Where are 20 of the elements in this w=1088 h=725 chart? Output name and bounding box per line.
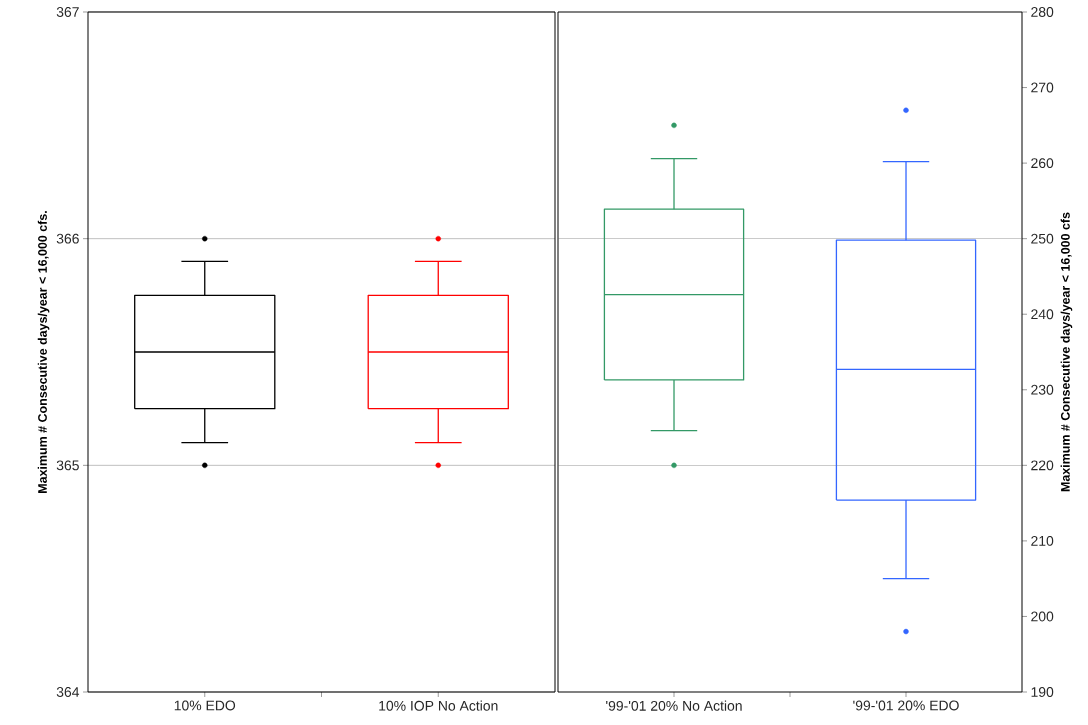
x-tick-label: 10% IOP No Action xyxy=(379,700,498,711)
x-tick-label: '99-'01 20% No Action xyxy=(606,700,742,711)
y2-tick-label: 230 xyxy=(1031,384,1054,395)
x-tick-label: '99-'01 20% EDO xyxy=(853,700,959,711)
y2-axis-title: Maximum # Consecutive days/year < 16,000 cfs xyxy=(1060,212,1073,492)
x-tick-label: 10% EDO xyxy=(174,700,236,711)
y-tick-label: 367 xyxy=(56,7,79,17)
y-tick-label: 364 xyxy=(56,687,80,697)
y2-tick-label: 210 xyxy=(1031,535,1054,546)
y2-tick-label: 220 xyxy=(1031,460,1054,471)
y-tick-label: 365 xyxy=(56,460,79,471)
y2-tick-label: 260 xyxy=(1031,158,1054,169)
y2-tick-label: 250 xyxy=(1031,233,1054,244)
y2-tick-label: 190 xyxy=(1031,687,1054,697)
y2-tick-label: 280 xyxy=(1031,7,1054,17)
y-axis-title: Maximum # Consecutive days/year < 16,000 cfs. xyxy=(37,211,50,493)
y2-tick-label: 200 xyxy=(1031,611,1054,622)
y-tick-label: 366 xyxy=(56,233,79,244)
y2-tick-label: 240 xyxy=(1031,309,1054,320)
y2-tick-label: 270 xyxy=(1031,82,1054,93)
